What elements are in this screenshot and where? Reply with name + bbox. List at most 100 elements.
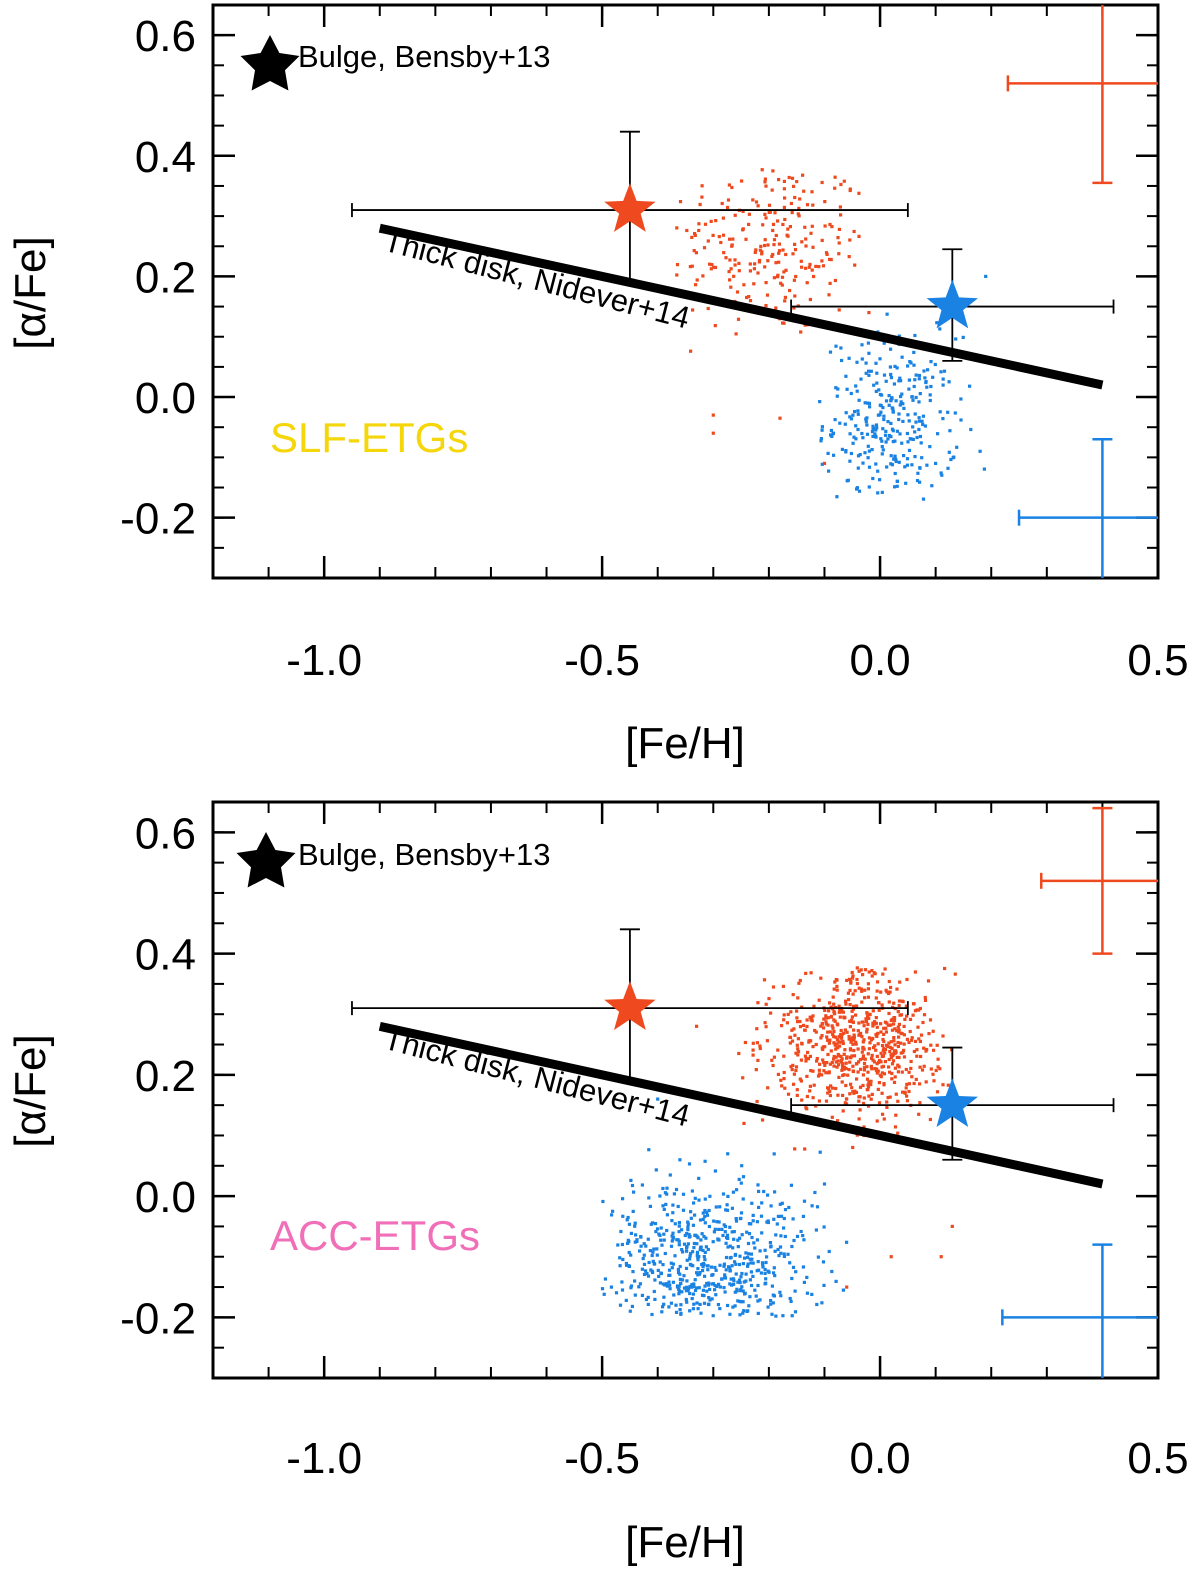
scatter-point-blue [883,433,888,437]
scatter-point-blue [739,1211,744,1215]
scatter-point-red [763,177,767,181]
scatter-point-blue [753,1288,757,1292]
scatter-point-red [905,1014,909,1018]
scatter-point-red [702,246,707,250]
scatter-point-blue [893,439,897,443]
scatter-point-red [774,233,778,238]
scatter-point-blue [671,1203,675,1207]
scatter-point-blue [802,1238,806,1242]
scatter-point-blue [835,495,839,499]
scatter-point-blue [733,1253,737,1257]
scatter-point-blue [884,429,888,433]
scatter-point-blue [959,418,963,422]
scatter-point-blue [624,1261,628,1266]
scatter-point-red [851,1020,855,1024]
scatter-point-red [822,1026,826,1030]
scatter-point-blue [662,1207,666,1211]
scatter-point-red [737,1051,741,1056]
scatter-point-blue [676,1204,680,1209]
scatter-point-blue [910,463,914,467]
scatter-point-red [828,1093,832,1098]
scatter-point-blue [707,1224,711,1229]
scatter-point-blue [756,1283,760,1288]
scatter-point-red [703,222,708,226]
scatter-point-red [862,1096,866,1100]
scatter-point-red [719,240,723,245]
scatter-point-red [758,1046,762,1051]
scatter-point-blue [939,370,943,374]
scatter-point-red [800,240,804,244]
scatter-point-blue [759,1271,763,1275]
scatter-point-red [763,265,767,269]
scatter-point-blue [699,1238,703,1242]
scatter-point-red [792,306,796,310]
scatter-point-blue [855,487,859,491]
scatter-point-blue [732,1279,736,1283]
scatter-point-red [796,996,800,1000]
scatter-point-blue [721,1233,725,1238]
scatter-point-blue [791,1217,795,1221]
scatter-point-blue [689,1263,693,1267]
scatter-point-blue [741,1197,745,1201]
y-axis-title-top: [α/Fe] [6,236,55,349]
scatter-point-blue [750,1201,754,1205]
scatter-point-red [866,995,870,999]
scatter-point-red [826,1038,830,1042]
scatter-point-red [832,987,836,991]
scatter-point-red [709,219,713,223]
scatter-point-blue [665,1213,669,1217]
scatter-point-blue [663,1251,667,1256]
scatter-point-blue [741,1262,745,1266]
scatter-point-blue [899,379,903,383]
scatter-point-red [892,1049,896,1053]
scatter-point-blue [734,1272,738,1276]
scatter-point-blue [765,1255,769,1259]
scatter-point-blue [690,1297,694,1301]
scatter-point-red [770,188,774,192]
scatter-point-blue [815,1302,819,1307]
scatter-point-red [870,1092,874,1096]
scatter-point-red [773,211,777,215]
scatter-point-blue [846,478,850,482]
scatter-point-blue [861,436,865,440]
scatter-point-blue [791,1265,796,1269]
scatter-point-blue [878,357,882,361]
scatter-point-red [901,1090,905,1094]
scatter-point-blue [645,1272,649,1276]
scatter-point-blue [744,1251,748,1255]
scatter-point-blue [844,449,848,453]
scatter-point-blue [670,1239,674,1243]
scatter-point-red [777,251,781,255]
scatter-point-red [792,1027,796,1031]
scatter-point-blue [906,440,910,444]
scatter-point-red [727,183,731,187]
scatter-point-red [917,1112,921,1116]
scatter-point-red [843,1015,847,1019]
y-tick-label: 0.0 [135,374,196,423]
scatter-point-blue [867,401,871,405]
scatter-point-blue [682,1274,686,1278]
scatter-point-red [867,1047,871,1051]
scatter-point-red [892,1001,896,1005]
scatter-point-red [764,216,768,220]
scatter-point-blue [801,1265,805,1269]
scatter-point-red [941,1083,945,1087]
scatter-point-red [892,1036,896,1040]
scatter-point-red [904,1086,908,1090]
scatter-point-blue [866,444,870,448]
scatter-point-blue [720,1227,724,1231]
scatter-point-red [824,251,829,255]
scatter-point-blue [856,466,860,470]
scatter-point-red [826,1030,830,1034]
scatter-point-blue [633,1279,637,1283]
scatter-point-blue [914,373,918,377]
scatter-point-blue [644,1297,648,1302]
scatter-point-red [810,224,814,228]
scatter-point-red [804,1056,808,1061]
scatter-point-red [894,1050,898,1054]
scatter-point-blue [710,1297,714,1301]
scatter-point-red [765,1039,769,1043]
scatter-point-blue [782,1226,786,1230]
scatter-point-blue [866,341,870,345]
scatter-point-red [793,294,797,298]
